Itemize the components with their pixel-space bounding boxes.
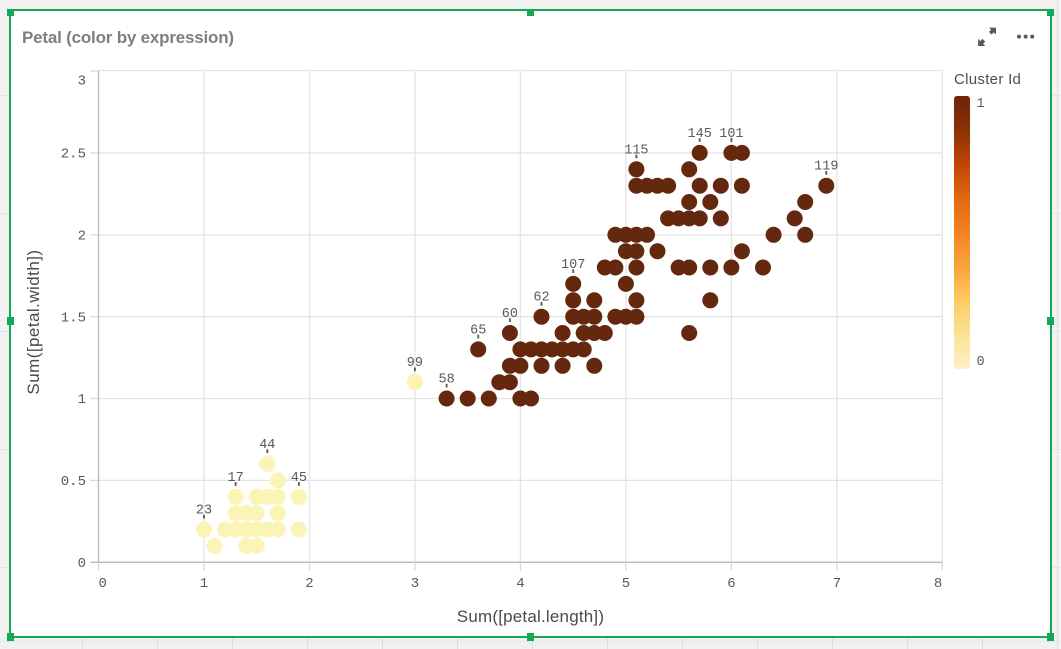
svg-text:119: 119 (814, 160, 838, 175)
svg-text:65: 65 (470, 323, 486, 338)
svg-text:1: 1 (200, 576, 208, 592)
svg-text:0: 0 (99, 576, 107, 592)
svg-text:62: 62 (533, 291, 549, 306)
svg-text:45: 45 (291, 471, 307, 486)
svg-text:17: 17 (227, 471, 243, 486)
svg-text:2.5: 2.5 (61, 147, 86, 163)
svg-text:3: 3 (78, 73, 86, 89)
svg-text:23: 23 (196, 504, 212, 519)
svg-text:101: 101 (719, 127, 743, 142)
svg-text:8: 8 (934, 576, 942, 592)
svg-text:145: 145 (688, 127, 712, 142)
svg-text:107: 107 (561, 258, 585, 273)
svg-text:99: 99 (407, 356, 423, 371)
svg-text:3: 3 (411, 576, 419, 592)
svg-text:60: 60 (502, 307, 518, 322)
svg-text:1: 1 (78, 392, 86, 408)
svg-text:1.5: 1.5 (61, 310, 86, 326)
svg-text:6: 6 (727, 576, 735, 592)
svg-text:44: 44 (259, 438, 275, 453)
svg-text:0.5: 0.5 (61, 474, 86, 490)
svg-text:5: 5 (622, 576, 630, 592)
svg-text:0: 0 (78, 556, 86, 572)
svg-text:58: 58 (438, 373, 454, 388)
svg-text:2: 2 (78, 229, 86, 245)
svg-text:4: 4 (516, 576, 524, 592)
svg-text:115: 115 (624, 143, 648, 158)
svg-text:7: 7 (833, 576, 841, 592)
svg-text:2: 2 (305, 576, 313, 592)
